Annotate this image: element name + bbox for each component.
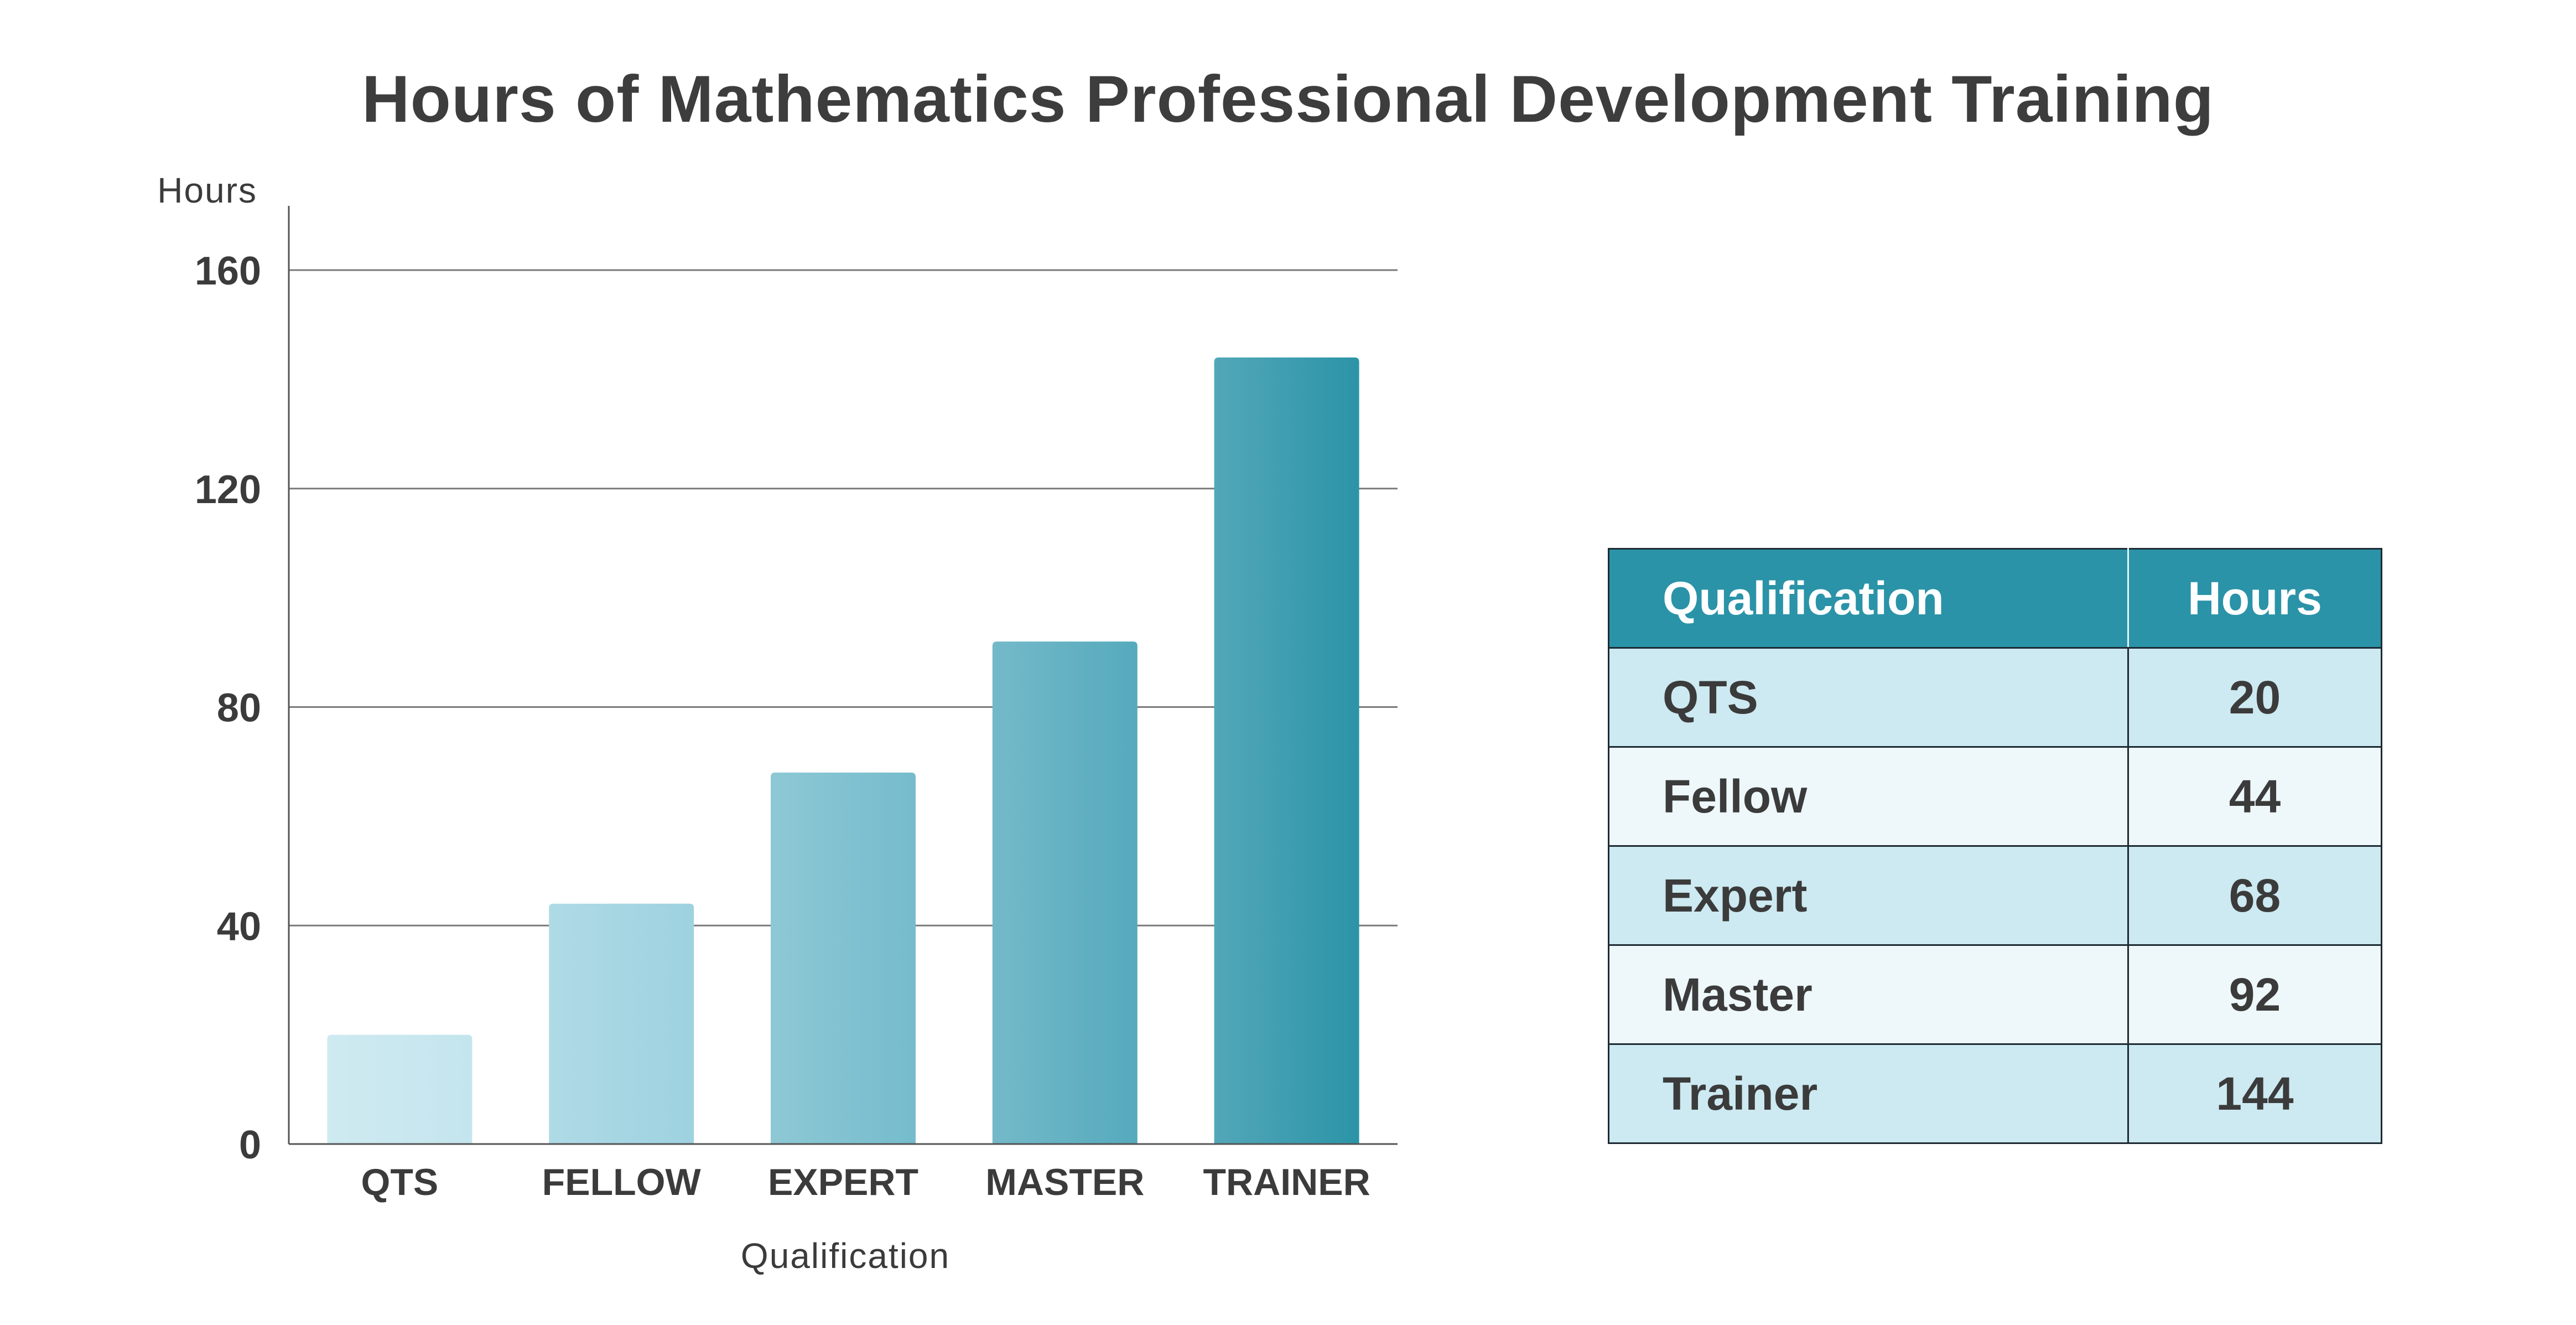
y-tick-label: 80 (217, 686, 261, 731)
y-axis-title: Hours (157, 170, 257, 210)
x-tick-label: MASTER (985, 1161, 1144, 1203)
y-tick-label: 0 (239, 1123, 261, 1167)
table-row: QTS 20 (1608, 647, 2382, 748)
table-row: Expert 68 (1608, 845, 2382, 946)
bar-master (992, 641, 1138, 1144)
table-cell-qualification: Expert (1608, 845, 2129, 946)
bar-expert (771, 772, 916, 1144)
table-row: Master 92 (1608, 944, 2382, 1045)
table-cell-qualification: QTS (1608, 647, 2129, 748)
labels: 0 40 80 120 160 QTS FELLOW EXPERT MASTER TRAINER (195, 249, 1370, 1203)
bars (327, 357, 1359, 1144)
y-tick-label: 120 (195, 468, 261, 512)
axes (288, 206, 1398, 1145)
data-table: Qualification Hours QTS 20 Fellow 44 Exp… (1608, 548, 2382, 1144)
table-cell-hours: 20 (2127, 647, 2382, 748)
y-tick-label: 40 (217, 904, 261, 949)
x-tick-label: FELLOW (542, 1161, 702, 1203)
x-tick-label: QTS (361, 1161, 439, 1203)
table-header-hours: Hours (2127, 548, 2382, 649)
table-row: Fellow 44 (1608, 746, 2382, 847)
grid-lines (289, 269, 1398, 927)
y-tick-label: 160 (195, 249, 261, 293)
table-cell-qualification: Fellow (1608, 746, 2129, 847)
table-cell-hours: 92 (2127, 944, 2382, 1045)
bar-qts (327, 1034, 472, 1144)
table-header-qualification: Qualification (1608, 548, 2129, 649)
table-cell-hours: 68 (2127, 845, 2382, 946)
table-cell-hours: 144 (2127, 1043, 2382, 1144)
chart-title: Hours of Mathematics Professional Develo… (361, 62, 2215, 136)
bar-trainer (1214, 357, 1359, 1144)
x-tick-label: TRAINER (1203, 1161, 1370, 1203)
bar-fellow (549, 903, 694, 1144)
table-header-row: Qualification Hours (1608, 548, 2382, 649)
table-cell-hours: 44 (2127, 746, 2382, 847)
table-cell-qualification: Master (1608, 944, 2129, 1045)
x-axis-title: Qualification (741, 1236, 950, 1276)
x-tick-label: EXPERT (768, 1161, 918, 1203)
table-cell-qualification: Trainer (1608, 1043, 2129, 1144)
table-row: Trainer 144 (1608, 1043, 2382, 1144)
